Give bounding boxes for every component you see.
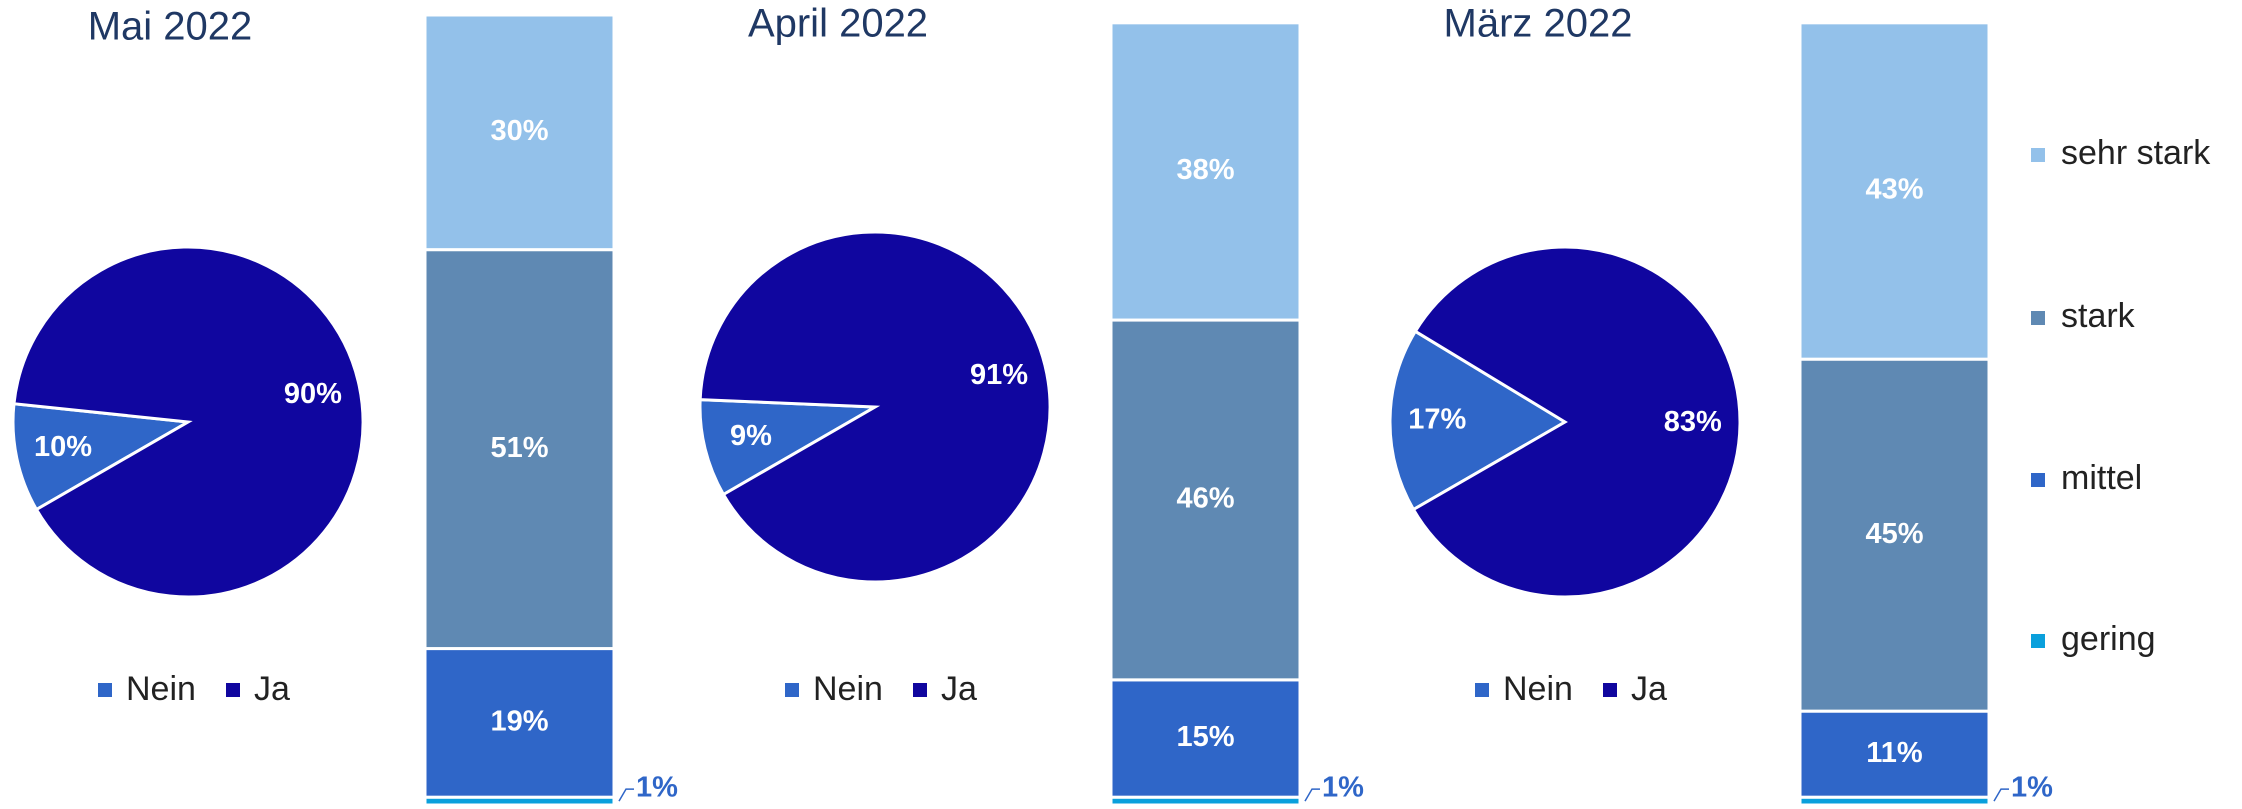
bar-segment [1109,21,1302,322]
legend-label: gering [2061,620,2156,658]
legend-label: mittel [2061,459,2142,497]
legend-label: sehr stark [2061,134,2211,172]
bar-segment [1109,678,1302,799]
bar-label-outside: 1% [2011,772,2053,804]
bar-label: 11% [1866,737,1923,769]
legend-swatch [226,683,240,697]
pie-title: Mai 2022 [88,5,253,49]
legend-swatch [2031,148,2045,162]
bar-label: 51% [490,432,548,464]
bar-label: 30% [490,115,548,147]
legend-label: Nein [1503,670,1573,708]
bar-segment [1798,357,1991,713]
pie-title: April 2022 [748,2,928,46]
legend-label: Nein [813,670,883,708]
pie-slice [11,402,193,512]
bar-segment [423,13,616,252]
pie-slice [698,230,1052,584]
pie-slice [12,245,365,599]
pie-label: 90% [284,378,342,410]
legend-swatch [2031,634,2045,648]
leader-line [618,788,634,802]
legend-swatch [1603,683,1617,697]
pie-label: 9% [730,420,772,452]
bar-label: 15% [1176,721,1234,753]
bar-label: 43% [1865,174,1923,206]
legend-label: stark [2061,297,2136,335]
bar-label-outside: 1% [636,772,678,804]
leader-line [1304,788,1320,802]
bar-label: 38% [1176,154,1234,186]
leader-line [1993,788,2009,802]
pie-slice [1411,245,1742,599]
legend-swatch [2031,311,2045,325]
legend-label: Ja [254,670,290,708]
bar-label: 45% [1865,518,1923,550]
pie-label: 91% [970,359,1028,391]
legend-label: Ja [941,670,977,708]
pie-slice [1388,329,1568,512]
bar-label: 19% [490,706,548,738]
legend-label: Nein [126,670,196,708]
legend-swatch [1475,683,1489,697]
bar-label: 46% [1176,483,1234,515]
legend-swatch [785,683,799,697]
legend-swatch [913,683,927,697]
pie-slice [698,398,881,497]
legend-swatch [98,683,112,697]
bar-segment [1798,21,1991,361]
legend-label: Ja [1631,670,1667,708]
bar-segment [1109,318,1302,682]
pie-label: 17% [1408,403,1466,435]
pie-title: März 2022 [1444,2,1633,46]
pie-label: 83% [1664,406,1722,438]
pie-label: 10% [34,431,92,463]
bar-label-outside: 1% [1322,772,1364,804]
legend-swatch [2031,473,2045,487]
